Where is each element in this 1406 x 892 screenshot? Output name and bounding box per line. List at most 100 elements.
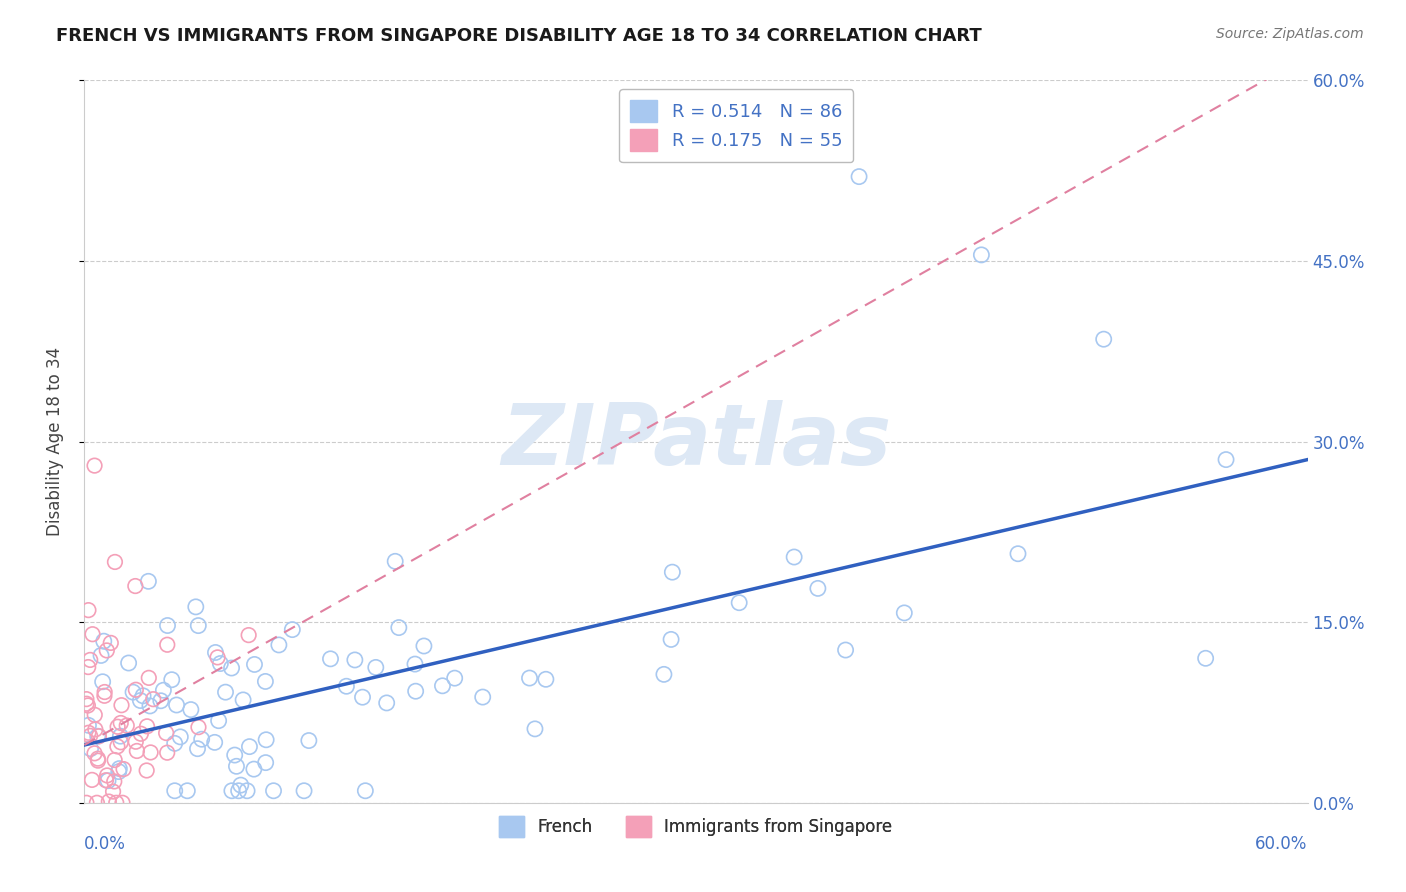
Point [893,606,915,620]
Point [238,739,260,754]
Point [103,774,125,789]
Point [388,621,411,635]
Point [83,747,105,761]
Point [659,632,682,647]
Legend: French, Immigrants from Singapore: French, Immigrants from Singapore [491,808,901,845]
Point [139,746,162,760]
Point [384,554,406,568]
Point [254,732,277,747]
Point [110,698,132,713]
Point [110,716,132,731]
Point [661,565,683,579]
Point [125,744,148,758]
Point [110,735,132,749]
Point [292,784,315,798]
Point [652,667,675,681]
Point [77,698,100,713]
Text: Source: ZipAtlas.com: Source: ZipAtlas.com [1216,27,1364,41]
Point [97,773,120,788]
Point [136,719,159,733]
Point [87,754,110,768]
Point [87,752,110,766]
Point [335,679,357,693]
Point [519,671,541,685]
Point [93,685,115,699]
Point [139,698,162,713]
Point [111,796,134,810]
Point [523,722,546,736]
Point [125,682,148,697]
Point [156,746,179,760]
Point [190,732,212,747]
Point [404,657,426,671]
Point [79,729,101,743]
Point [221,784,243,798]
Point [443,671,465,685]
Point [214,685,236,699]
Point [352,690,374,705]
Point [236,784,259,798]
Point [115,718,138,732]
Point [319,652,342,666]
Point [104,555,127,569]
Point [77,718,100,732]
Point [471,690,494,704]
Point [107,720,129,734]
Point [107,739,129,754]
Point [86,796,108,810]
Point [263,784,285,798]
Point [156,618,179,632]
Point [84,723,107,737]
Point [135,764,157,778]
Point [281,623,304,637]
Text: FRENCH VS IMMIGRANTS FROM SINGAPORE DISABILITY AGE 18 TO 34 CORRELATION CHART: FRENCH VS IMMIGRANTS FROM SINGAPORE DISA… [56,27,981,45]
Point [187,720,209,734]
Point [187,618,209,632]
Point [254,756,277,770]
Point [163,784,186,798]
Point [186,741,208,756]
Point [232,693,254,707]
Point [224,747,246,762]
Point [243,762,266,776]
Point [91,674,114,689]
Point [156,638,179,652]
Point [125,735,148,749]
Point [96,768,118,782]
Point [225,759,247,773]
Point [970,248,993,262]
Point [204,645,226,659]
Point [112,762,135,776]
Point [90,648,112,663]
Point [124,579,146,593]
Point [138,574,160,589]
Point [122,685,145,699]
Point [77,660,100,674]
Point [176,784,198,798]
Point [93,689,115,703]
Point [364,660,387,674]
Point [80,772,103,787]
Point [79,741,101,756]
Point [166,698,188,712]
Point [343,653,366,667]
Point [96,643,118,657]
Point [432,679,454,693]
Point [229,778,252,792]
Point [354,784,377,798]
Point [83,458,105,473]
Point [97,795,120,809]
Text: 0.0%: 0.0% [84,835,127,854]
Point [1195,651,1218,665]
Text: 60.0%: 60.0% [1256,835,1308,854]
Point [155,726,177,740]
Point [783,549,806,564]
Point [75,692,97,706]
Point [86,729,108,743]
Point [184,599,207,614]
Text: ZIPatlas: ZIPatlas [501,400,891,483]
Point [82,627,104,641]
Point [117,656,139,670]
Point [238,628,260,642]
Point [163,736,186,750]
